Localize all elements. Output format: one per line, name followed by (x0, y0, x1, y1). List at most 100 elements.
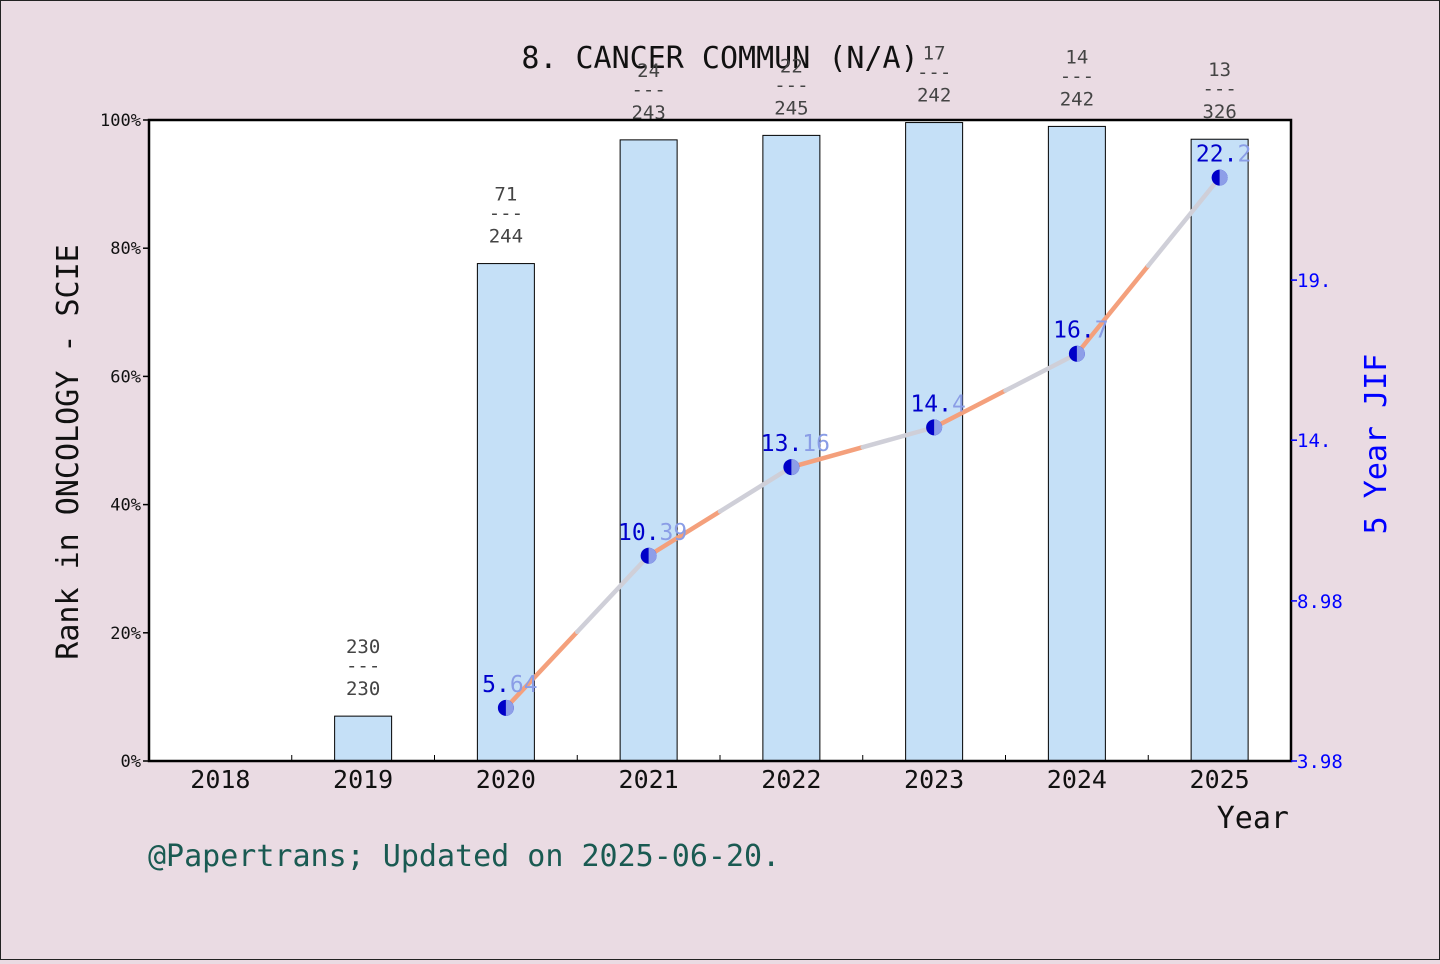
jif-value-label: 14.4 (910, 391, 965, 417)
rank-value: 230 (346, 636, 380, 658)
jif-label-dec: 39 (660, 520, 688, 546)
line-segment (789, 444, 865, 470)
rank-total: 244 (489, 226, 523, 248)
y-tick-label: 20% (110, 624, 141, 644)
rank-label-2023: 17---242 (917, 43, 951, 107)
x-tick-label: 2018 (190, 765, 250, 794)
bar-2024 (1047, 125, 1106, 762)
rank-total: 242 (917, 85, 951, 107)
line-segment (717, 464, 794, 514)
y-tick-label: 100% (100, 111, 141, 131)
y-axis-label: Rank in ONCOLOGY - SCIE (51, 244, 86, 659)
rank-label-2024: 14---242 (1060, 46, 1094, 110)
jif-point-2024: 16.7 (1053, 318, 1109, 362)
rank-value: 24 (637, 60, 660, 82)
x-axis-label: Year (1217, 801, 1289, 836)
jif-value-label: 16.7 (1053, 318, 1108, 344)
rank-value: 14 (1065, 46, 1088, 68)
y-tick-label: 80% (110, 239, 141, 259)
rank-total: 243 (631, 102, 665, 124)
jif-marker-highlight (648, 547, 657, 564)
jif-label-dec: 64 (510, 672, 538, 698)
chart-title: 8. CANCER COMMUN (N/A) (521, 41, 918, 76)
jif-label-int: 13. (761, 431, 803, 457)
rank-total: 326 (1202, 101, 1236, 123)
jif-point-2020: 5.64 (482, 672, 538, 716)
jif-label-int: 14. (910, 391, 952, 417)
y2-axis-label: 5 Year JIF (1359, 354, 1394, 535)
x-tick-label: 2019 (333, 765, 393, 794)
rank-separator: --- (489, 203, 523, 225)
bar-2023 (905, 122, 964, 762)
y-tick-label: 60% (110, 367, 141, 387)
jif-point-2025: 22.2 (1196, 142, 1251, 186)
jif-marker-highlight (934, 419, 943, 436)
jif-marker-highlight (1219, 169, 1228, 186)
rank-label-2025: 13---326 (1202, 59, 1236, 123)
footer-note: @Papertrans; Updated on 2025-06-20. (148, 839, 780, 874)
jif-label-int: 10. (618, 520, 660, 546)
x-tick-label: 2024 (1047, 765, 1107, 794)
x-tick-label: 2022 (761, 765, 821, 794)
line-segment (646, 509, 723, 559)
y2-tick-label: 8.98 (1297, 591, 1343, 613)
x-tick-label: 2020 (476, 765, 536, 794)
rank-separator: --- (1202, 78, 1236, 100)
rank-value: 17 (923, 43, 946, 65)
line-layer: 5.64 10.39 13.16 14.4 16.7 22.2 (482, 142, 1251, 716)
rank-separator: --- (1060, 65, 1094, 87)
rank-label-2022: 22---245 (774, 55, 808, 119)
bar-2025 (1190, 138, 1249, 762)
y-tick-label: 40% (110, 496, 141, 516)
x-tick-label: 2025 (1190, 765, 1250, 794)
y2-tick-label: 14. (1297, 430, 1331, 452)
line-segment (1146, 175, 1222, 268)
rank-separator: --- (631, 79, 665, 101)
y2-tick-label: 19. (1297, 270, 1331, 292)
jif-value-label: 10.39 (618, 520, 687, 546)
jif-label-int: 5. (482, 672, 510, 698)
rank-label-2020: 71---244 (489, 184, 523, 248)
rank-value: 22 (780, 55, 803, 77)
jif-point-2021: 10.39 (618, 520, 687, 564)
rank-label-2019: 230---230 (346, 636, 380, 700)
rank-value: 71 (494, 184, 517, 206)
jif-value-label: 22.2 (1196, 142, 1251, 168)
rank-total: 245 (774, 97, 808, 119)
rank-total: 242 (1060, 88, 1094, 110)
jif-point-2023: 14.4 (910, 391, 966, 436)
rank-separator: --- (774, 74, 808, 96)
axes-layer: 0% 20% 40% 60% 80% 100% 3.98 8.98 14. 19. 2018 2019… (100, 111, 1343, 794)
rank-value: 13 (1208, 59, 1231, 81)
jif-value-label: 5.64 (482, 672, 537, 698)
y2-tick-label: 3.98 (1297, 751, 1343, 773)
jif-label-dec: 16 (802, 431, 830, 457)
jif-marker-highlight (791, 459, 800, 476)
jif-point-2022: 13.16 (761, 431, 830, 476)
line-segment (1003, 351, 1080, 393)
y-tick-label: 0% (121, 752, 141, 772)
x-tick-label: 2023 (904, 765, 964, 794)
x-tick-label: 2021 (619, 765, 679, 794)
bar-2022 (762, 134, 821, 762)
jif-label-dec: 4 (952, 391, 966, 417)
line-segment (931, 388, 1008, 430)
jif-label-dec: 2 (1237, 142, 1251, 168)
line-segment (860, 425, 937, 450)
rank-separator: --- (346, 655, 380, 677)
rank-separator: --- (917, 62, 951, 84)
bar-2021 (619, 139, 678, 762)
jif-label-int: 22. (1196, 142, 1238, 168)
rank-total: 230 (346, 678, 380, 700)
line-segment (575, 553, 651, 635)
jif-marker-highlight (505, 699, 514, 716)
jif-value-label: 13.16 (761, 431, 830, 457)
bar-2019 (334, 715, 393, 762)
jif-label-dec: 7 (1095, 318, 1109, 344)
line-segment (1074, 263, 1151, 356)
jif-marker-highlight (1076, 345, 1085, 362)
jif-label-int: 16. (1053, 318, 1095, 344)
line-segment (503, 629, 580, 711)
